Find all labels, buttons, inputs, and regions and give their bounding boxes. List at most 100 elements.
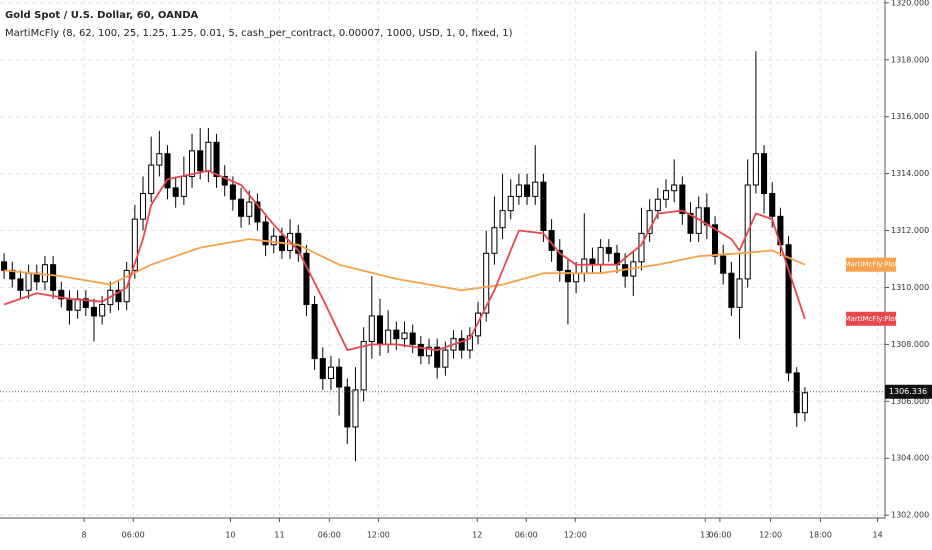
candle-body [376, 315, 384, 345]
candle-body [605, 247, 612, 254]
candle-body [254, 201, 261, 223]
x-tick-label: 12 [472, 531, 482, 540]
x-tick-label: 06:00 [515, 531, 538, 540]
y-tick-label: 1314.000 [891, 169, 929, 178]
x-tick-label: 13 [700, 531, 710, 540]
candle-body [597, 247, 604, 266]
candle-body [246, 201, 253, 217]
candle-body [458, 338, 465, 351]
candle-body [327, 366, 334, 380]
candle-body [442, 349, 449, 368]
candle-body [164, 153, 171, 189]
candle-body [466, 335, 473, 351]
series-tag: MartiMcFly:Plot [845, 257, 898, 272]
candle-body [507, 195, 514, 212]
candle-body [483, 252, 490, 314]
candle-body [58, 289, 65, 300]
candle-body [303, 252, 310, 306]
series-tag: MartiMcFly:Plot [845, 311, 898, 326]
candle-body [434, 346, 441, 368]
candle-body [785, 244, 792, 374]
candle-body [556, 249, 563, 271]
candle-body [50, 264, 57, 291]
candle-body [1, 261, 8, 271]
candle-body [581, 258, 588, 274]
last-price-label: 1306.336 [889, 387, 927, 396]
y-tick-label: 1308.000 [891, 340, 929, 349]
candle-body [41, 264, 48, 283]
candle-body [654, 198, 661, 212]
x-tick-label: 18:00 [809, 531, 832, 540]
candle-body [148, 164, 155, 195]
candle-body [540, 181, 547, 232]
candle-body [90, 306, 98, 317]
series-tag-label: MartiMcFly:Plot [845, 315, 898, 323]
candle-body [172, 187, 179, 197]
candle-body [180, 175, 187, 197]
x-tick-label: 12:00 [759, 531, 782, 540]
y-tick-label: 1310.000 [891, 283, 929, 292]
candle-body [336, 366, 343, 388]
y-tick-label: 1320.000 [891, 0, 929, 7]
candle-body [238, 198, 245, 217]
series-tag-box [846, 257, 896, 272]
x-tick-label: 06:00 [708, 531, 731, 540]
candle-body [491, 227, 498, 254]
x-tick-label: 8 [82, 531, 87, 540]
x-tick-label: 14 [873, 531, 883, 540]
candle-body [720, 255, 727, 274]
candle-body [66, 298, 73, 311]
series-tag-box [846, 311, 896, 326]
candle-body [393, 329, 400, 340]
candle-body [139, 193, 147, 220]
y-tick-label: 1316.000 [891, 112, 929, 121]
chart-title: Gold Spot / U.S. Dollar, 60, OANDA [5, 10, 199, 21]
candle-body [679, 184, 686, 214]
y-tick-label: 1306.000 [891, 397, 929, 406]
indicator-label: MartiMcFly (8, 62, 100, 25, 1.25, 1.25, … [5, 28, 513, 39]
candle-body [82, 298, 89, 308]
last-price-box [885, 384, 932, 399]
candle-body [801, 392, 808, 414]
candle-body [409, 332, 416, 345]
candle-body [213, 141, 220, 177]
candle-body [793, 372, 800, 414]
series-tag-label: MartiMcFly:Plot [845, 261, 898, 269]
candle-body [769, 193, 776, 217]
candle-body [115, 289, 122, 303]
candle-body [385, 329, 392, 345]
candle-body [573, 272, 580, 283]
candle-body [671, 184, 678, 192]
candle-body [270, 235, 277, 246]
candle-body [17, 278, 24, 291]
candle-body [352, 389, 359, 428]
x-tick-label: 12:00 [367, 531, 390, 540]
candle-body [25, 272, 32, 291]
candle-body [221, 175, 228, 186]
candle-body [99, 304, 106, 317]
candle-body [156, 153, 163, 166]
candle-body [319, 358, 326, 380]
candle-body [205, 141, 212, 172]
candle-body [311, 304, 318, 360]
candle-body [662, 190, 670, 200]
y-tick-label: 1304.000 [891, 454, 929, 463]
candle-body [189, 150, 196, 177]
ma-line [4, 238, 806, 292]
ma-line [3, 169, 806, 352]
candle-body [229, 184, 236, 200]
candle-body [401, 332, 408, 340]
candle-body [638, 232, 645, 263]
candle-body [360, 341, 367, 391]
candle-body [687, 212, 694, 234]
y-tick-label: 1318.000 [891, 55, 929, 64]
candle-body [532, 181, 539, 197]
candle-body [262, 221, 269, 246]
candle-body [564, 269, 571, 283]
candle-body [499, 210, 506, 229]
candle-body [417, 343, 424, 357]
candle-body [344, 386, 351, 428]
candle-body [295, 232, 302, 254]
plot-area [0, 51, 885, 462]
